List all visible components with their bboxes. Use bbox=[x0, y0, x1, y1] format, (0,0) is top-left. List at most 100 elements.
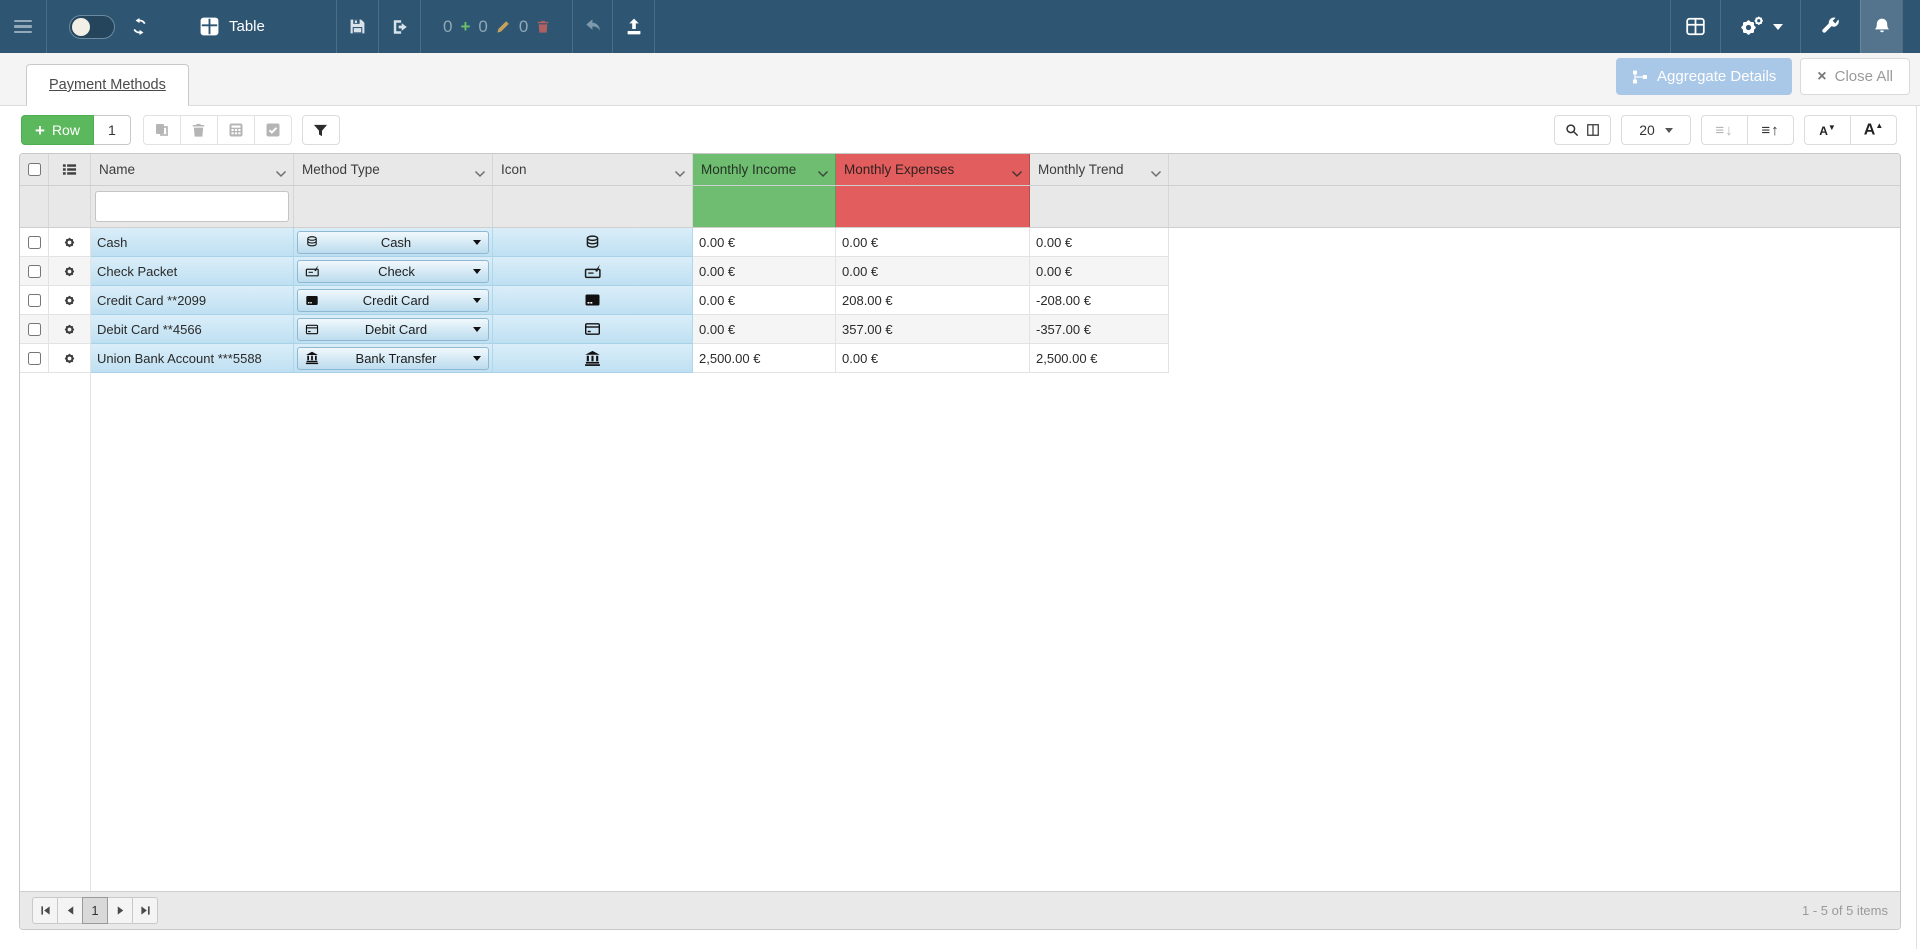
method-type-select[interactable]: Cash bbox=[297, 230, 489, 254]
undo-icon[interactable] bbox=[584, 18, 602, 36]
gears-icon[interactable] bbox=[1739, 16, 1765, 38]
validate-button[interactable] bbox=[253, 115, 292, 145]
column-menu-chevron-icon[interactable] bbox=[275, 166, 287, 181]
font-larger-button[interactable]: A▲ bbox=[1850, 115, 1897, 145]
expenses-cell[interactable]: 0.00 € bbox=[836, 257, 1030, 286]
icon-cell[interactable] bbox=[493, 257, 693, 286]
row-checkbox[interactable] bbox=[27, 293, 41, 307]
select-all-checkbox[interactable] bbox=[27, 163, 41, 176]
copy-rows-button[interactable] bbox=[142, 115, 181, 145]
column-menu-chevron-icon[interactable] bbox=[474, 166, 486, 181]
row-checkbox[interactable] bbox=[27, 264, 41, 278]
wrench-icon[interactable] bbox=[1821, 17, 1840, 36]
name-cell[interactable]: Union Bank Account ***5588 bbox=[91, 344, 294, 373]
tab-payment-methods[interactable]: Payment Methods bbox=[26, 64, 189, 106]
export-section bbox=[379, 0, 421, 53]
refresh-icon[interactable] bbox=[131, 18, 148, 35]
column-menu-chevron-icon[interactable] bbox=[674, 166, 686, 181]
name-cell[interactable]: Cash bbox=[91, 228, 294, 257]
icon-cell[interactable] bbox=[493, 315, 693, 344]
save-icon[interactable] bbox=[349, 18, 366, 35]
income-cell[interactable]: 2,500.00 € bbox=[693, 344, 836, 373]
pager-first-button[interactable] bbox=[32, 897, 58, 924]
income-cell[interactable]: 0.00 € bbox=[693, 228, 836, 257]
hamburger-icon[interactable] bbox=[12, 16, 34, 38]
column-header-name[interactable]: Name bbox=[91, 154, 294, 185]
close-all-button[interactable]: × Close All bbox=[1800, 58, 1910, 95]
upload-icon[interactable] bbox=[625, 18, 643, 36]
name-cell[interactable]: Check Packet bbox=[91, 257, 294, 286]
column-menu-chevron-icon[interactable] bbox=[817, 166, 829, 181]
trend-cell[interactable]: 0.00 € bbox=[1030, 228, 1169, 257]
pager-last-button[interactable] bbox=[132, 897, 158, 924]
pager-previous-button[interactable] bbox=[57, 897, 83, 924]
column-menu-chevron-icon[interactable] bbox=[1150, 166, 1162, 181]
expenses-cell[interactable]: 208.00 € bbox=[836, 286, 1030, 315]
sort-descending-button[interactable]: ≡↓ bbox=[1701, 115, 1748, 145]
trend-cell[interactable]: -357.00 € bbox=[1030, 315, 1169, 344]
column-header-monthly-income[interactable]: Monthly Income bbox=[693, 154, 836, 185]
frozen-columns-divider bbox=[90, 373, 91, 891]
row-checkbox[interactable] bbox=[27, 322, 41, 336]
trend-cell[interactable]: 2,500.00 € bbox=[1030, 344, 1169, 373]
export-icon[interactable] bbox=[391, 18, 409, 36]
column-header-method-type[interactable]: Method Type bbox=[294, 154, 493, 185]
aggregate-details-button[interactable]: Aggregate Details bbox=[1616, 58, 1793, 95]
expenses-cell[interactable]: 0.00 € bbox=[836, 344, 1030, 373]
row-settings-cell[interactable] bbox=[49, 257, 91, 286]
row-settings-cell[interactable] bbox=[49, 228, 91, 257]
filter-cell-income bbox=[693, 186, 836, 227]
row-checkbox[interactable] bbox=[27, 235, 41, 249]
add-row-label: Row bbox=[51, 122, 80, 138]
pager-next-button[interactable] bbox=[107, 897, 133, 924]
expenses-cell[interactable]: 357.00 € bbox=[836, 315, 1030, 344]
column-menu-chevron-icon[interactable] bbox=[1011, 166, 1023, 181]
icon-cell[interactable] bbox=[493, 228, 693, 257]
method-type-select[interactable]: Debit Card bbox=[297, 317, 489, 341]
row-settings-cell[interactable] bbox=[49, 315, 91, 344]
income-cell[interactable]: 0.00 € bbox=[693, 286, 836, 315]
bell-icon[interactable] bbox=[1873, 17, 1891, 36]
table-icon[interactable] bbox=[1686, 17, 1705, 36]
method-type-select[interactable]: Credit Card bbox=[297, 288, 489, 312]
scrollbar-track[interactable] bbox=[1916, 106, 1917, 949]
gear-icon bbox=[64, 237, 75, 247]
toggle-switch[interactable] bbox=[69, 14, 115, 39]
column-header-monthly-expenses[interactable]: Monthly Expenses bbox=[836, 154, 1030, 185]
method-type-value: Credit Card bbox=[362, 292, 430, 308]
income-cell[interactable]: 0.00 € bbox=[693, 315, 836, 344]
income-cell[interactable]: 0.00 € bbox=[693, 257, 836, 286]
sort-ascending-button[interactable]: ≡↑ bbox=[1747, 115, 1794, 145]
name-filter-input[interactable] bbox=[95, 191, 289, 222]
trend-cell[interactable]: 0.00 € bbox=[1030, 257, 1169, 286]
add-row-count-button[interactable]: 1 bbox=[93, 115, 131, 145]
top-navbar: Table 0 + 0 0 bbox=[0, 0, 1920, 53]
search-columns-button[interactable] bbox=[1554, 115, 1611, 145]
column-header-icon[interactable]: Icon bbox=[493, 154, 693, 185]
icon-cell[interactable] bbox=[493, 286, 693, 315]
row-checkbox[interactable] bbox=[27, 351, 41, 365]
delete-rows-button[interactable] bbox=[179, 115, 218, 145]
page-size-dropdown[interactable]: 20 bbox=[1621, 115, 1691, 145]
debit-card-icon bbox=[305, 324, 319, 334]
change-counters: 0 + 0 0 bbox=[421, 0, 574, 53]
row-settings-cell[interactable] bbox=[49, 286, 91, 315]
method-type-select[interactable]: Bank Transfer bbox=[297, 346, 489, 370]
font-smaller-button[interactable]: A▼ bbox=[1804, 115, 1851, 145]
expenses-cell[interactable]: 0.00 € bbox=[836, 228, 1030, 257]
row-settings-cell[interactable] bbox=[49, 344, 91, 373]
add-row-count: 1 bbox=[108, 122, 116, 138]
column-header-monthly-trend[interactable]: Monthly Trend bbox=[1030, 154, 1169, 185]
pager-page-1[interactable]: 1 bbox=[82, 897, 108, 924]
name-cell[interactable]: Credit Card **2099 bbox=[91, 286, 294, 315]
filter-button[interactable] bbox=[301, 115, 340, 145]
batch-edit-button[interactable] bbox=[216, 115, 255, 145]
method-type-select[interactable]: Check bbox=[297, 259, 489, 283]
add-row-button[interactable]: + Row bbox=[21, 115, 94, 145]
name-cell[interactable]: Debit Card **4566 bbox=[91, 315, 294, 344]
icon-cell[interactable] bbox=[493, 344, 693, 373]
view-tab-label[interactable]: Table bbox=[229, 18, 265, 35]
sort-group: ≡↓ ≡↑ bbox=[1701, 115, 1794, 145]
trend-cell[interactable]: -208.00 € bbox=[1030, 286, 1169, 315]
settings-caret-icon[interactable] bbox=[1772, 23, 1783, 30]
